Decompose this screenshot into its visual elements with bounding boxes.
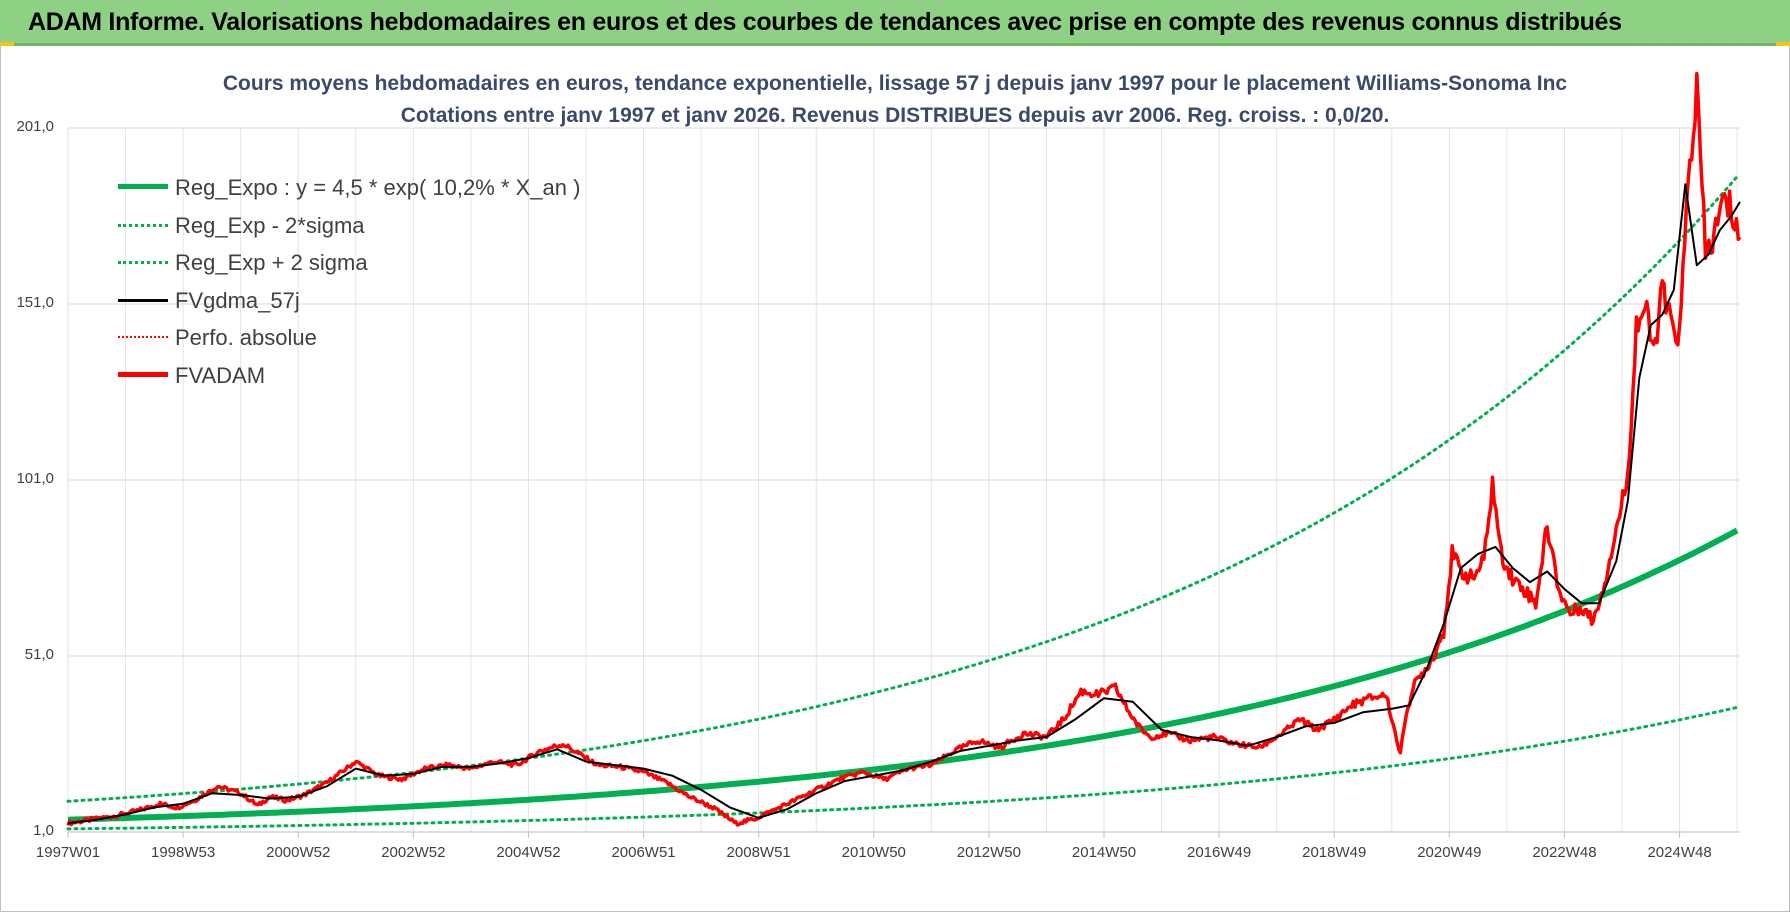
x-tick-label: 2010W50 <box>841 844 906 861</box>
corner-mark-top-left <box>0 42 14 46</box>
grid <box>67 127 1740 838</box>
legend-label: Reg_Exp - 2*sigma <box>175 212 365 238</box>
x-tick-label: 2008W51 <box>726 844 791 861</box>
x-tick-label: 2006W51 <box>611 844 676 861</box>
reg-exp-plus-2sigma-line <box>66 175 1739 803</box>
legend-label: Reg_Exp + 2 sigma <box>175 250 368 275</box>
x-tick-label: 2022W48 <box>1532 844 1597 861</box>
legend-swatch-reg-plus <box>118 261 168 264</box>
series-fvgdma-line <box>67 183 1741 825</box>
legend-label: FVADAM <box>175 362 266 388</box>
x-tick-label: 1997W01 <box>35 844 101 861</box>
legend-label: FVgdma_57j <box>175 287 300 313</box>
x-tick-label: 2024W48 <box>1647 844 1712 861</box>
x-tick-label: 2002W52 <box>381 844 446 861</box>
x-tick-label: 2014W50 <box>1071 844 1137 861</box>
corner-mark-top-right <box>1776 42 1790 46</box>
y-tick-label: 51,0 <box>24 646 54 663</box>
x-tick-label: 2020W49 <box>1417 844 1482 861</box>
chart-title-line2: Cotations entre janv 1997 et janv 2026. … <box>400 104 1390 127</box>
y-tick-label: 201,0 <box>16 118 54 135</box>
legend-label: Perfo. absolue <box>175 325 317 350</box>
reg-exp-minus-2sigma-line <box>66 705 1739 831</box>
legend-swatch-reg-minus <box>118 223 168 227</box>
series <box>66 71 1742 827</box>
x-tick-label: 2016W49 <box>1187 844 1252 861</box>
chart-title-line1: Cours moyens hebdomadaires en euros, ten… <box>222 72 1568 95</box>
x-tick-label: 2012W50 <box>956 844 1021 861</box>
x-tick-label: 2000W52 <box>266 844 331 861</box>
y-tick-label: 151,0 <box>16 294 54 311</box>
regression-bands <box>66 175 1739 831</box>
y-tick-label: 1,0 <box>33 822 54 839</box>
legend-swatch-fvadam <box>118 371 168 377</box>
header-banner: ADAM Informe. Valorisations hebdomadaire… <box>0 0 1790 46</box>
legend-swatch-perfo <box>118 336 168 338</box>
legend-swatch-fvgdma <box>118 298 168 302</box>
y-tick-label: 101,0 <box>16 470 54 487</box>
reg-expo-line <box>67 527 1739 823</box>
legend-swatch-reg-expo <box>118 184 168 189</box>
legend-label: Reg_Expo : y = 4,5 * exp( 10,2% * X_an ) <box>175 175 581 200</box>
x-tick-label: 1998W53 <box>151 844 216 861</box>
x-tick-label: 2018W49 <box>1302 844 1367 861</box>
x-tick-label: 2004W52 <box>496 844 561 861</box>
page-title: ADAM Informe. Valorisations hebdomadaire… <box>28 8 1622 36</box>
